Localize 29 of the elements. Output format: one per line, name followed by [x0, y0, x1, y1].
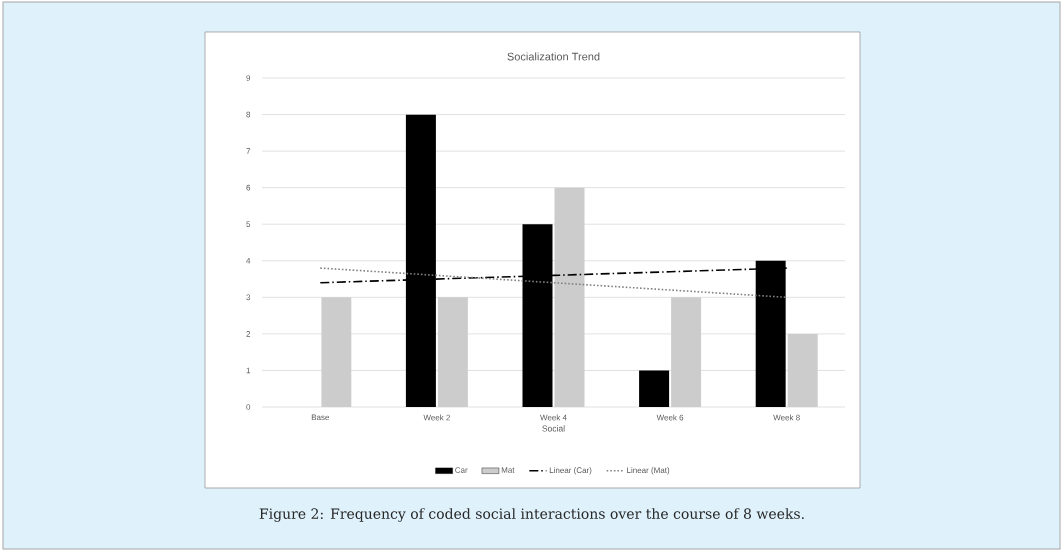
y-tick-label: 3 — [246, 294, 251, 301]
x-tick-label: Week 6 — [656, 414, 684, 421]
x-tick-label: Week 4 — [540, 414, 567, 421]
y-tick-label: 6 — [246, 184, 251, 191]
legend-label: Mat — [501, 467, 515, 473]
caption: Figure 2: Frequency of coded social interactions over the course of 8 weeks. — [259, 508, 804, 522]
legend-label: Linear (Mat) — [627, 467, 670, 475]
y-tick-label: 8 — [246, 111, 251, 118]
y-tick-label: 4 — [246, 258, 251, 264]
bar — [787, 333, 818, 407]
y-tick-label: 5 — [246, 221, 251, 228]
bar — [321, 297, 352, 407]
legend-label: Car — [455, 467, 468, 473]
chart-title: Socialization Trend — [507, 52, 600, 61]
x-tick-label: Week 8 — [773, 414, 800, 421]
y-tick-label: 7 — [246, 148, 251, 154]
x-axis-title: Social — [542, 425, 565, 432]
y-tick-label: 0 — [246, 404, 251, 410]
bar — [639, 370, 670, 407]
bar — [437, 297, 468, 407]
bar — [554, 187, 585, 407]
x-tick-label: Base — [311, 414, 330, 421]
legend-label: Linear (Car) — [549, 467, 592, 475]
line-series — [319, 267, 788, 299]
y-tick-label: 2 — [246, 331, 251, 337]
x-tick-label: Week 2 — [423, 414, 450, 421]
y-tick-label: 1 — [246, 367, 251, 374]
bar — [671, 297, 702, 407]
y-tick-label: 9 — [246, 75, 251, 81]
